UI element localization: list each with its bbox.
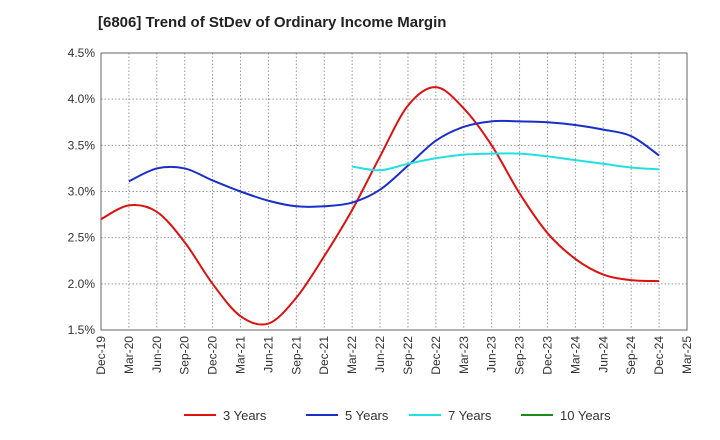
- series-line-3: [351, 152, 660, 172]
- plot-frame: [100, 52, 688, 331]
- legend-label: 10 Years: [560, 408, 611, 423]
- legend-label: 3 Years: [223, 408, 267, 423]
- x-tick-label: Dec-20: [206, 336, 220, 375]
- x-tick-label: Mar-22: [345, 336, 359, 374]
- x-tick-label: Dec-19: [94, 336, 108, 375]
- y-axis-ticks: 1.5% 2.0% 2.5% 3.0% 3.5% 4.0% 4.5%: [68, 46, 96, 337]
- x-tick-label: Dec-22: [429, 336, 443, 375]
- x-tick-label: Mar-25: [680, 336, 694, 374]
- x-tick-label: Jun-22: [373, 336, 387, 373]
- series-layer: [100, 86, 660, 326]
- x-tick-label: Jun-23: [485, 336, 499, 373]
- x-tick-label: Sep-23: [513, 336, 527, 375]
- legend-label: 7 Years: [448, 408, 492, 423]
- y-tick-label: 3.0%: [68, 185, 96, 199]
- x-tick-label: Mar-21: [234, 336, 248, 374]
- grid-layer: [100, 52, 688, 331]
- x-tick-label: Dec-21: [317, 336, 331, 375]
- x-tick-label: Jun-20: [150, 336, 164, 373]
- x-tick-label: Dec-24: [652, 336, 666, 375]
- x-tick-label: Mar-20: [122, 336, 136, 374]
- series-line-2: [128, 119, 660, 208]
- x-tick-label: Jun-21: [261, 336, 275, 373]
- x-tick-label: Sep-20: [178, 336, 192, 375]
- y-tick-label: 2.0%: [68, 277, 96, 291]
- x-tick-label: Sep-22: [401, 336, 415, 375]
- y-tick-label: 4.5%: [68, 46, 96, 60]
- legend-label: 5 Years: [345, 408, 389, 423]
- x-axis-ticks: Dec-19 Mar-20 Jun-20 Sep-20 Dec-20 Mar-21 Jun-…: [94, 336, 694, 375]
- y-tick-label: 2.5%: [68, 231, 96, 245]
- chart-title: [6806] Trend of StDev of Ordinary Income…: [98, 14, 447, 31]
- x-tick-label: Sep-24: [624, 336, 638, 375]
- legend: 3 Years 5 Years 7 Years 10 Years: [184, 408, 611, 423]
- y-tick-label: 3.5%: [68, 138, 96, 152]
- x-tick-label: Jun-24: [596, 336, 610, 373]
- x-tick-label: Mar-23: [457, 336, 471, 374]
- x-tick-label: Mar-24: [568, 336, 582, 374]
- x-tick-label: Dec-23: [540, 336, 554, 375]
- y-tick-label: 1.5%: [68, 323, 96, 337]
- x-tick-label: Sep-21: [289, 336, 303, 375]
- y-tick-label: 4.0%: [68, 92, 96, 106]
- series-line-1: [100, 86, 660, 326]
